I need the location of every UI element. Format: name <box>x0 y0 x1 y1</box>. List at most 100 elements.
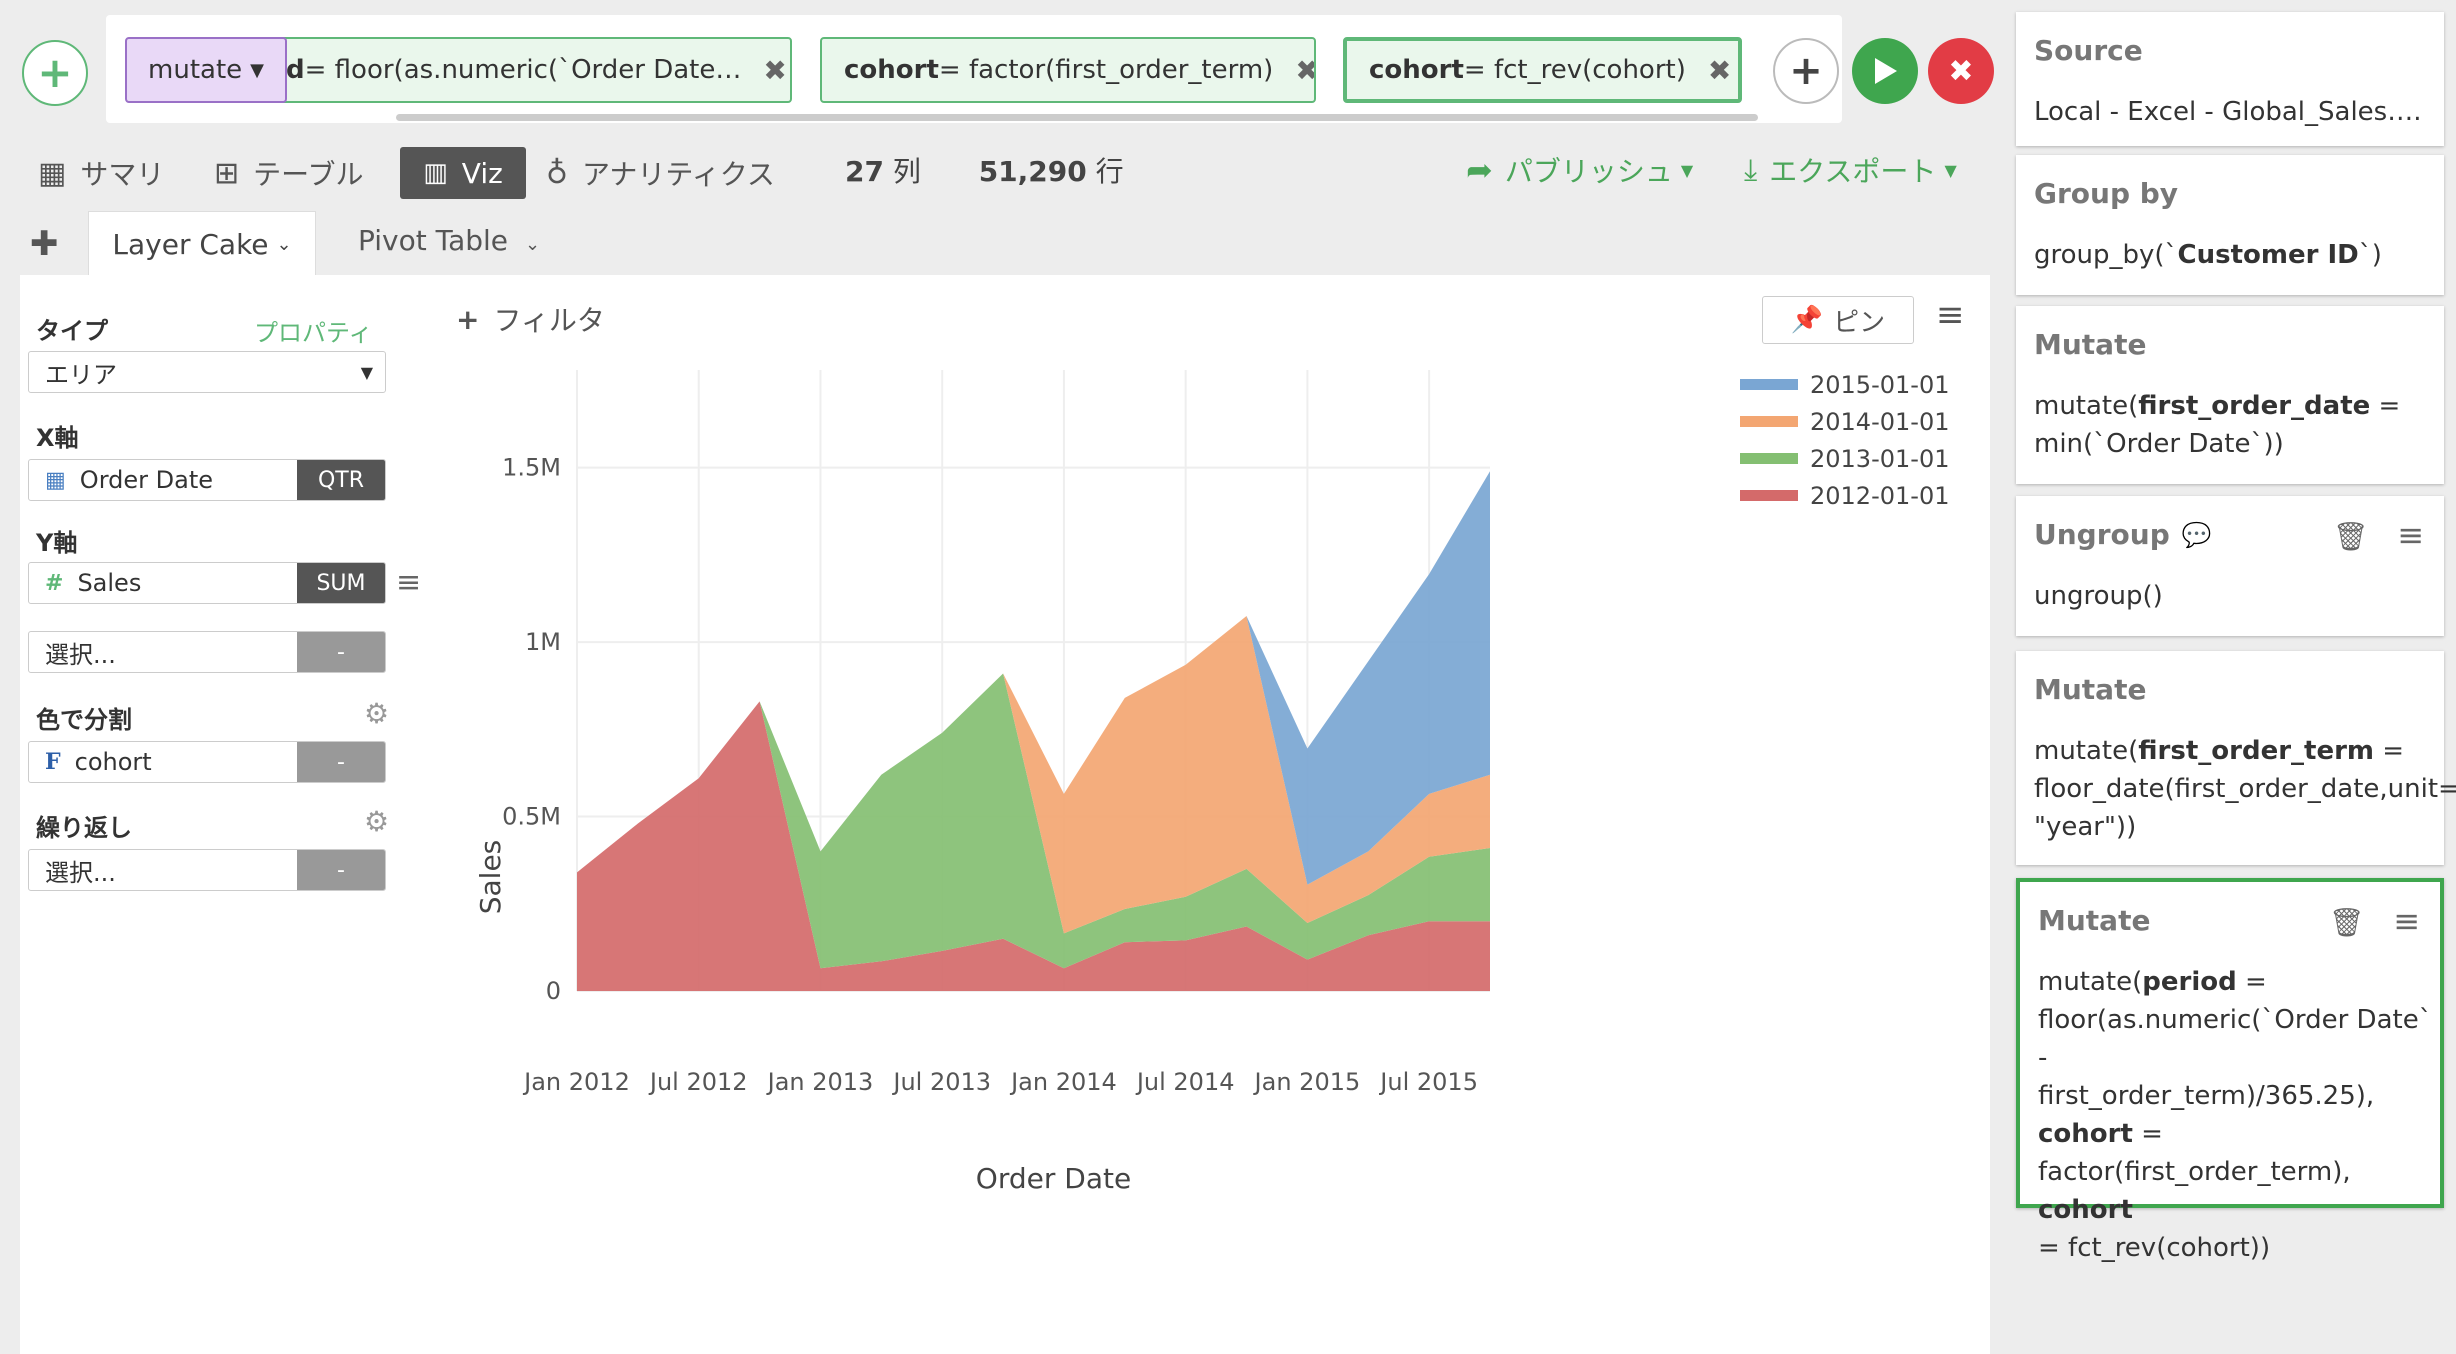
step-mutate-first-order-term[interactable]: Mutate mutate(first_order_term = floor_da… <box>2016 651 2456 865</box>
properties-link[interactable]: プロパティ <box>254 319 373 347</box>
step-mutate-period-cohort[interactable]: Mutate mutate(period = floor(as.numeric(`… <box>2016 878 2444 1263</box>
menu-icon[interactable]: ≡ <box>1936 295 1965 335</box>
step-title: Mutate <box>2034 328 2147 361</box>
close-icon[interactable]: ✖ <box>1295 54 1314 87</box>
add-command-button[interactable]: + <box>1773 38 1839 104</box>
add-step-button[interactable]: + <box>22 40 88 106</box>
step-mutate-first-order-date[interactable]: Mutate mutate(first_order_date = min(`Ord… <box>2016 306 2444 484</box>
menu-icon[interactable]: ≡ <box>2393 902 2420 940</box>
x-axis-field[interactable]: ▦ Order Date QTR <box>28 459 386 501</box>
table-icon: ⊞ <box>214 155 240 191</box>
x-tick-label: Jan 2013 <box>766 1068 874 1096</box>
y-axis-aggregation[interactable]: SUM <box>297 563 385 603</box>
chip-scrollbar[interactable] <box>396 114 1758 121</box>
legend-label: 2015-01-01 <box>1810 371 1949 399</box>
x-tick-label: Jul 2013 <box>891 1068 991 1096</box>
step-body: Local - Excel - Global_Sales…. <box>2034 97 2422 127</box>
color-split-label: 色で分割 <box>36 706 132 734</box>
bar-chart-icon: ▥ <box>423 158 448 188</box>
x-tick-label: Jan 2012 <box>522 1068 630 1096</box>
select-placeholder: 選択... <box>45 858 116 887</box>
chart-areas <box>577 471 1490 991</box>
close-icon[interactable]: ✖ <box>1707 53 1732 87</box>
legend-label: 2012-01-01 <box>1810 482 1949 510</box>
x-axis-title: Order Date <box>976 1162 1131 1195</box>
type-select-value: エリア <box>45 360 117 389</box>
tab-pivot-label: Pivot Table <box>358 224 509 257</box>
play-icon <box>1875 58 1897 84</box>
step-tools: 🗑 ≡ <box>2329 902 2420 940</box>
tab-analytics[interactable]: ♁ アナリティクス <box>546 147 775 199</box>
x-axis-aggregation[interactable]: QTR <box>297 460 385 500</box>
filter-label: フィルタ <box>493 304 605 337</box>
legend-label: 2013-01-01 <box>1810 445 1949 473</box>
tab-analytics-label: アナリティクス <box>581 158 775 191</box>
tab-table[interactable]: ⊞ テーブル <box>214 147 363 199</box>
caret-down-icon: ▼ <box>360 362 373 382</box>
share-arrow-icon: ➦ <box>1466 151 1493 189</box>
y-axis-extra-select[interactable]: 選択... - <box>28 631 386 673</box>
row-unit: 行 <box>1095 155 1124 188</box>
step-group-by[interactable]: Group by group_by(`Customer ID`) <box>2016 155 2444 295</box>
y-axis-title: Sales <box>474 840 507 915</box>
plus-icon: + <box>456 302 480 336</box>
dash-tag: - <box>297 632 385 672</box>
step-body: mutate(first_order_term = floor_date(firs… <box>2034 736 2456 842</box>
publish-button[interactable]: ➦ パブリッシュ ▼ <box>1466 150 1693 190</box>
command-chip-cohort-rev[interactable]: cohort = fct_rev(cohort) ✖ <box>1343 37 1742 103</box>
tab-pivot-table[interactable]: Pivot Table ⌄ <box>358 224 540 257</box>
run-button[interactable] <box>1852 38 1918 104</box>
gear-icon[interactable]: ⚙ <box>364 805 390 838</box>
step-ungroup[interactable]: Ungroup 💬 ungroup() 🗑 ≡ <box>2016 496 2444 636</box>
x-tick-label: Jan 2014 <box>1009 1068 1117 1096</box>
tab-viz[interactable]: ▥ Viz <box>400 147 526 199</box>
export-button[interactable]: ⤓ エクスポート ▼ <box>1744 150 1957 190</box>
step-source[interactable]: Source Local - Excel - Global_Sales…. <box>2016 12 2444 146</box>
legend-label: 2014-01-01 <box>1810 408 1949 436</box>
step-title: Source <box>2034 34 2143 67</box>
chip-1-text: = floor(as.numeric(`Order Date… <box>304 55 742 85</box>
legend-swatch <box>1740 416 1798 427</box>
trash-icon[interactable]: 🗑 <box>2332 520 2369 553</box>
type-select[interactable]: エリア ▼ <box>28 351 386 393</box>
close-icon[interactable]: ✖ <box>763 53 787 87</box>
y-axis-field[interactable]: # Sales SUM <box>28 562 386 604</box>
tab-summary-label: サマリ <box>80 158 165 191</box>
command-chip-period[interactable]: d = floor(as.numeric(`Order Date… ✖ <box>218 37 792 103</box>
mutate-label: mutate <box>148 55 243 85</box>
legend-swatch <box>1740 490 1798 501</box>
chip-2-bold: cohort <box>844 55 939 85</box>
gear-icon[interactable]: ⚙ <box>364 697 390 730</box>
legend-swatch <box>1740 379 1798 390</box>
export-label: エクスポート <box>1769 155 1937 188</box>
pin-icon: 📌 <box>1790 305 1824 335</box>
trash-icon[interactable]: 🗑 <box>2328 906 2365 939</box>
step-tools: 🗑 ≡ <box>2333 516 2424 554</box>
y-axis-label: Y軸 <box>36 529 78 557</box>
area-series-2014-01-01 <box>577 616 1490 934</box>
hash-icon: # <box>45 570 64 596</box>
mutate-dropdown[interactable]: mutate ▼ <box>125 37 287 103</box>
factor-icon: F <box>45 749 61 775</box>
comment-icon[interactable]: 💬 <box>2181 520 2212 549</box>
tab-summary[interactable]: ▦ サマリ <box>38 147 164 199</box>
menu-icon[interactable]: ≡ <box>2397 516 2424 554</box>
repeat-label: 繰り返し <box>36 814 132 842</box>
color-field-name: cohort <box>74 748 152 776</box>
step-body: mutate(period = floor(as.numeric(`Order D… <box>2038 967 2432 1263</box>
command-chip-cohort-factor[interactable]: cohort = factor(first_order_term) ✖ <box>820 37 1316 103</box>
filter-button[interactable]: + フィルタ <box>456 299 605 339</box>
pin-button[interactable]: 📌 ピン <box>1762 296 1914 344</box>
tab-layer-cake-label: Layer Cake <box>112 228 269 261</box>
select-placeholder: 選択... <box>45 640 116 669</box>
cancel-button[interactable]: ✖ <box>1928 38 1994 104</box>
menu-icon[interactable]: ≡ <box>396 565 422 600</box>
tab-layer-cake[interactable]: Layer Cake ⌄ <box>88 211 316 277</box>
x-axis-field-name: Order Date <box>79 466 213 494</box>
step-title: Group by <box>2034 177 2179 210</box>
grid-icon: ▦ <box>38 155 67 191</box>
repeat-select[interactable]: 選択... - <box>28 849 386 891</box>
legend-swatch <box>1740 453 1798 464</box>
add-chart-tab-button[interactable]: ✚ <box>30 224 59 264</box>
